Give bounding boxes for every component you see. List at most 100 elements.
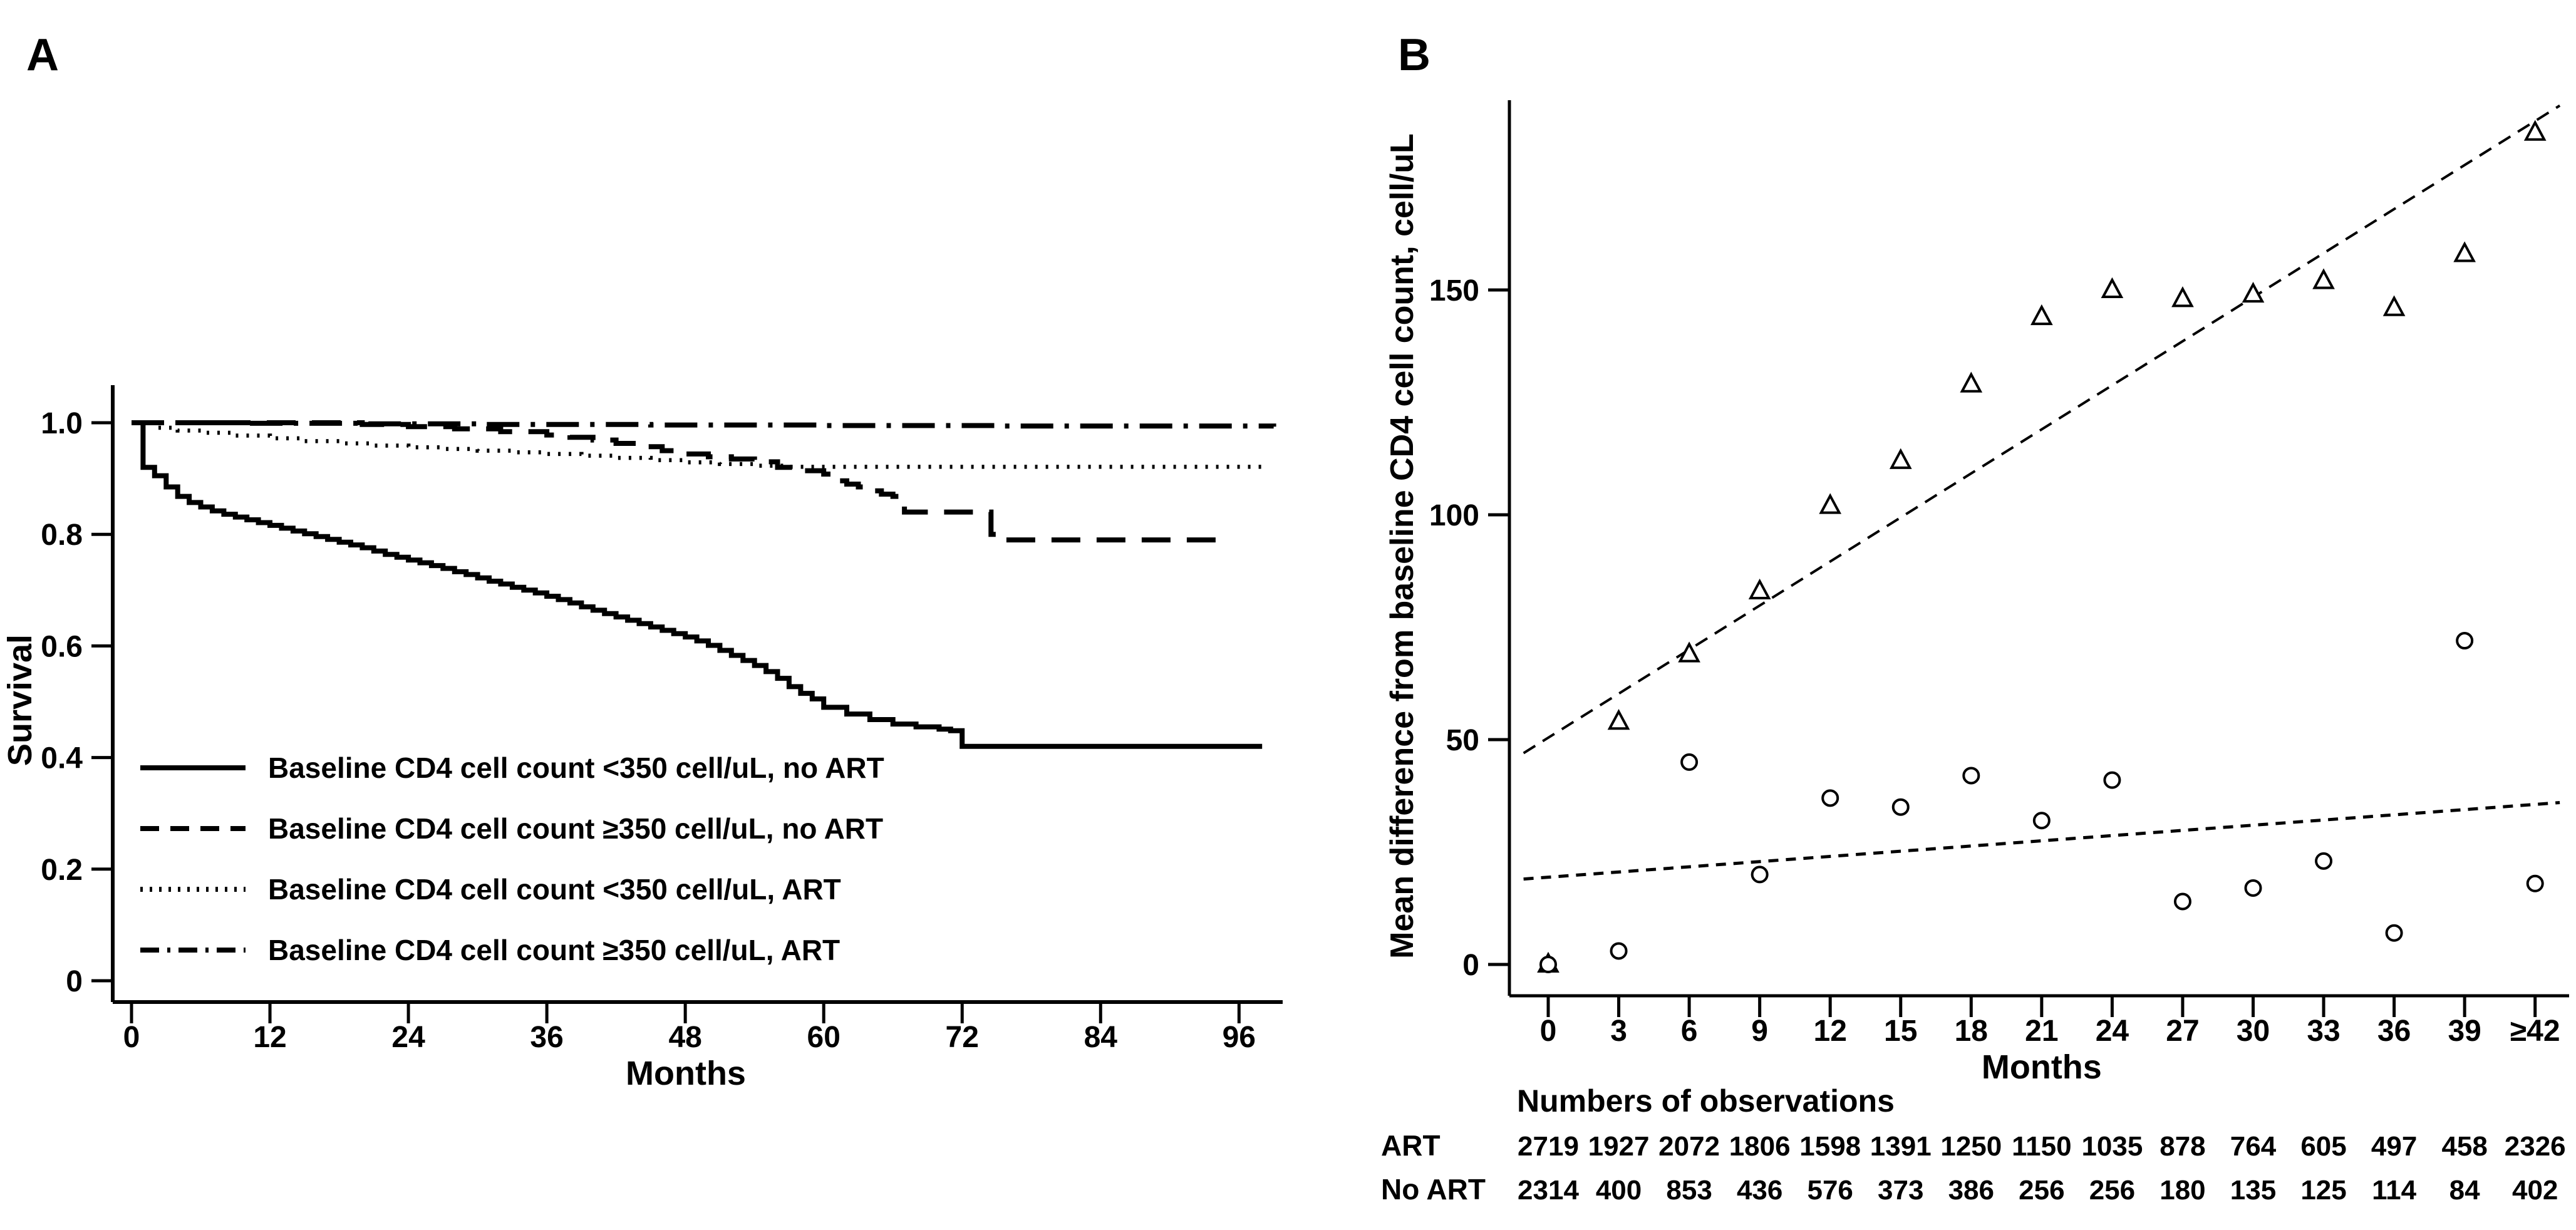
obs-value: 878	[2160, 1131, 2205, 1162]
obs-value: 458	[2441, 1131, 2487, 1162]
panel-a-axes	[111, 385, 1283, 1004]
y-axis-title: Mean difference from baseline CD4 cell c…	[1384, 133, 1420, 959]
panel-a-label: A	[26, 30, 59, 80]
obs-value: 1035	[2081, 1131, 2143, 1162]
obs-value: 1150	[2012, 1131, 2071, 1162]
y-tick-label: 0	[66, 965, 83, 998]
art-triangle-marker	[2382, 295, 2406, 316]
obs-value: 135	[2230, 1175, 2276, 1206]
x-tick-label: 24	[2096, 1015, 2129, 1048]
no-art-circle-marker	[2103, 771, 2121, 789]
x-tick-label: 36	[2377, 1015, 2411, 1048]
art-triangle-marker	[1678, 641, 1700, 663]
no-art-circle-marker	[1680, 753, 1699, 771]
no-art-circle-marker	[1821, 789, 1839, 807]
obs-value: 386	[1948, 1175, 1994, 1206]
km-curve-dashdot	[132, 420, 1276, 429]
x-tick-label: 21	[2025, 1015, 2058, 1048]
panel-b-label: B	[1398, 30, 1430, 80]
no-art-circle-marker	[1539, 956, 1557, 973]
x-tick-label: 48	[668, 1021, 701, 1054]
no-art-circle-marker	[1891, 798, 1910, 816]
x-tick-label: 36	[530, 1021, 563, 1054]
art-triangle-marker	[2171, 286, 2194, 308]
x-axis-title: Months	[626, 1055, 746, 1092]
obs-heading: Numbers of observations	[1517, 1083, 1895, 1119]
obs-value: 125	[2300, 1175, 2346, 1206]
y-tick-label: 100	[1429, 499, 1479, 532]
no-art-circle-marker	[2385, 924, 2403, 942]
art-triangle-marker	[2312, 268, 2335, 289]
obs-value: 436	[1737, 1175, 1782, 1206]
y-tick-label: 0	[1462, 949, 1479, 982]
obs-value: 2326	[2505, 1131, 2566, 1162]
no-art-circle-marker	[2173, 892, 2191, 911]
obs-value: 576	[1807, 1175, 1853, 1206]
art-triangle-marker	[1960, 371, 1983, 393]
x-tick-label: 18	[1955, 1015, 1988, 1048]
panel-b-axes	[1508, 100, 2569, 998]
y-tick-label: 0.4	[41, 742, 83, 775]
obs-value: 256	[2019, 1175, 2064, 1206]
obs-value: 400	[1596, 1175, 1642, 1206]
no-art-circle-marker	[2456, 632, 2474, 650]
no-art-circle-marker	[1610, 942, 1628, 960]
obs-value: 2072	[1658, 1131, 1720, 1162]
x-axis-title: Months	[1982, 1048, 2102, 1086]
legend-label: Baseline CD4 cell count <350 cell/uL, no…	[268, 752, 884, 784]
x-tick-label: 84	[1084, 1021, 1118, 1054]
obs-row-label: ART	[1381, 1129, 1441, 1162]
legend-label: Baseline CD4 cell count ≥350 cell/uL, no…	[268, 812, 883, 845]
km-curve-dashed	[132, 420, 1216, 543]
y-tick-label: 0.6	[41, 630, 83, 663]
x-tick-label: 60	[807, 1021, 841, 1054]
art-triangle-marker	[1607, 709, 1630, 730]
x-tick-label: 27	[2166, 1015, 2199, 1048]
no-art-circle-marker	[2315, 852, 2333, 870]
obs-value: 1250	[1940, 1131, 2002, 1162]
art-triangle-marker	[2242, 281, 2265, 303]
art-trend-line	[1523, 104, 2561, 755]
x-tick-label: 96	[1223, 1021, 1256, 1054]
obs-value: 1806	[1729, 1131, 1791, 1162]
obs-value: 402	[2512, 1175, 2558, 1206]
legend-label: Baseline CD4 cell count ≥350 cell/uL, AR…	[268, 934, 840, 966]
x-tick-label: 72	[946, 1021, 979, 1054]
obs-value: 256	[2089, 1175, 2135, 1206]
x-tick-label: 0	[123, 1021, 140, 1054]
x-tick-label: 0	[1540, 1015, 1557, 1048]
art-triangle-marker	[2030, 304, 2053, 326]
obs-value: 84	[2449, 1175, 2480, 1206]
y-tick-label: 0.2	[41, 854, 83, 887]
no-art-circle-marker	[2244, 879, 2262, 897]
obs-value: 114	[2372, 1175, 2417, 1206]
obs-value: 1598	[1799, 1131, 1861, 1162]
x-tick-label: ≥42	[2510, 1015, 2560, 1048]
x-tick-label: 39	[2448, 1015, 2481, 1048]
no-art-circle-marker	[1751, 866, 1769, 884]
no-art-circle-marker	[2526, 874, 2544, 892]
x-tick-label: 12	[253, 1021, 286, 1054]
art-triangle-marker	[1889, 448, 1912, 469]
x-tick-label: 6	[1681, 1015, 1698, 1048]
no-art-circle-marker	[1962, 767, 1980, 785]
obs-value: 373	[1878, 1175, 1923, 1206]
legend-label: Baseline CD4 cell count <350 cell/uL, AR…	[268, 873, 841, 906]
y-axis-title: Survival	[1, 634, 39, 766]
x-tick-label: 12	[1814, 1015, 1847, 1048]
art-triangle-marker	[1748, 578, 1771, 600]
no-art-trend-line	[1523, 801, 2560, 881]
obs-value: 1391	[1870, 1131, 1932, 1162]
obs-value: 2314	[1518, 1175, 1579, 1206]
obs-value: 2719	[1518, 1131, 1579, 1162]
obs-value: 180	[2160, 1175, 2205, 1206]
art-triangle-marker	[1819, 493, 1842, 514]
x-tick-label: 9	[1751, 1015, 1768, 1048]
obs-value: 1927	[1588, 1131, 1650, 1162]
x-tick-label: 3	[1610, 1015, 1627, 1048]
km-curve-solid	[132, 420, 1263, 749]
km-curve-dotted	[132, 420, 1263, 469]
obs-row-label: No ART	[1381, 1173, 1486, 1206]
